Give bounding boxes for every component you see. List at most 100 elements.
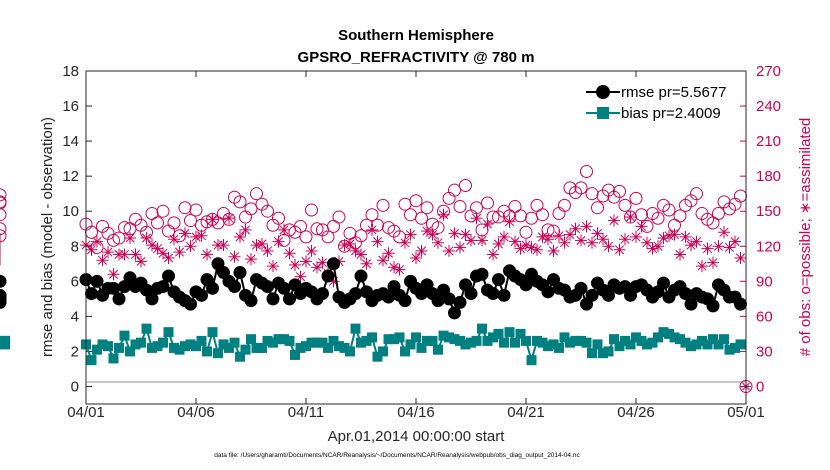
bias-point (108, 353, 119, 364)
assimilated-stroke (224, 213, 234, 223)
bias-point (185, 339, 196, 350)
bias-point (290, 349, 300, 360)
bias-point (493, 328, 504, 339)
possible-point (167, 216, 181, 230)
bias-point (504, 327, 515, 338)
bias-point (658, 327, 669, 338)
bias-point (383, 334, 394, 345)
assimilated-stroke (576, 235, 586, 245)
bias-point (92, 344, 102, 355)
bias-point (367, 332, 377, 343)
assimilated-stroke (713, 241, 724, 251)
bias-point (422, 335, 432, 346)
chart-subtitle: GPSRO_REFRACTIVITY @ 780 m (298, 49, 535, 66)
assimilated-stroke (367, 225, 377, 235)
rmse-point (382, 290, 395, 304)
assimilated-point (245, 253, 257, 266)
y2-tick-label: 90 (756, 273, 773, 290)
assimilated-stroke (411, 253, 421, 263)
rmse-point (519, 278, 533, 292)
assimilated-stroke (394, 265, 405, 275)
possible-point (272, 211, 285, 225)
assimilated-point (360, 257, 373, 270)
bias-point (691, 339, 702, 350)
assimilated-stroke (675, 249, 685, 259)
possible-point (651, 211, 665, 225)
possible-point (294, 219, 307, 233)
assimilated-stroke (97, 255, 108, 265)
assimilated-stroke (537, 232, 548, 242)
assimilated-point (437, 208, 450, 221)
rmse-point (283, 292, 296, 306)
possible-point (250, 187, 263, 201)
possible-point (536, 208, 549, 222)
bias-point (636, 335, 647, 346)
possible-point (712, 207, 725, 221)
assimilated-stroke (554, 231, 564, 241)
assimilated-point (239, 223, 252, 236)
assimilated-stroke (218, 240, 229, 250)
possible-point (420, 201, 434, 215)
assimilated-stroke (158, 248, 168, 258)
possible-point (629, 191, 643, 205)
y2-tick-label: 240 (756, 98, 781, 115)
rmse-point (734, 297, 747, 311)
assimilated-point (338, 239, 351, 252)
assimilated-stroke (191, 232, 201, 242)
assimilated-stroke (301, 256, 311, 267)
bias-point (631, 332, 641, 343)
rmse-point (574, 281, 588, 295)
bias-point (444, 332, 454, 343)
rmse-point (475, 267, 489, 281)
assimilated-point (613, 243, 626, 256)
assimilated-stroke (697, 261, 707, 271)
possible-point (90, 240, 104, 254)
assimilated-point (228, 250, 241, 263)
plot-frame (85, 70, 747, 405)
assimilated-point (234, 230, 246, 243)
assimilated-stroke (592, 228, 603, 238)
legend-bias-label: bias pr=2.4009 (621, 105, 721, 122)
bias-point (730, 342, 740, 353)
assimilated-point (355, 248, 367, 261)
rmse-point (266, 292, 280, 306)
assimilated-stroke (642, 238, 652, 248)
assimilated-point (531, 243, 543, 256)
assimilated-stroke (416, 246, 427, 256)
rmse-point (354, 269, 368, 283)
bias-point (235, 351, 245, 362)
bias-point (609, 334, 619, 345)
bias-point (86, 355, 97, 366)
assimilated-stroke (103, 247, 113, 257)
legend-rmse-label: rmse pr=5.5677 (621, 84, 726, 101)
x-tick-label: 05/01 (727, 404, 765, 421)
assimilated-stroke (251, 240, 262, 250)
bias-point (653, 332, 663, 343)
bias-point (592, 339, 603, 350)
assimilated-stroke (686, 240, 696, 250)
assimilated-point (289, 258, 301, 271)
bias-point (570, 335, 581, 346)
assimilated-point (96, 254, 109, 267)
assimilated-stroke (284, 248, 295, 258)
bias-point (301, 341, 311, 352)
bias-point (180, 341, 190, 352)
x-tick-label: 04/26 (617, 404, 655, 421)
rmse-point (228, 280, 241, 294)
possible-point (393, 230, 406, 244)
assimilated-point (283, 247, 296, 260)
rmse-point (657, 276, 670, 290)
bias-point (482, 335, 493, 346)
possible-point (332, 210, 346, 224)
possible-point (470, 201, 483, 215)
bias-point (427, 335, 438, 346)
assimilated-point (162, 251, 175, 264)
assimilated-stroke (268, 261, 278, 271)
assimilated-point (415, 244, 428, 257)
possible-point (310, 222, 324, 236)
assimilated-point (135, 255, 147, 268)
assimilated-point (729, 235, 741, 248)
bias-point (499, 337, 509, 348)
y2-tick-label: 0 (756, 378, 764, 395)
